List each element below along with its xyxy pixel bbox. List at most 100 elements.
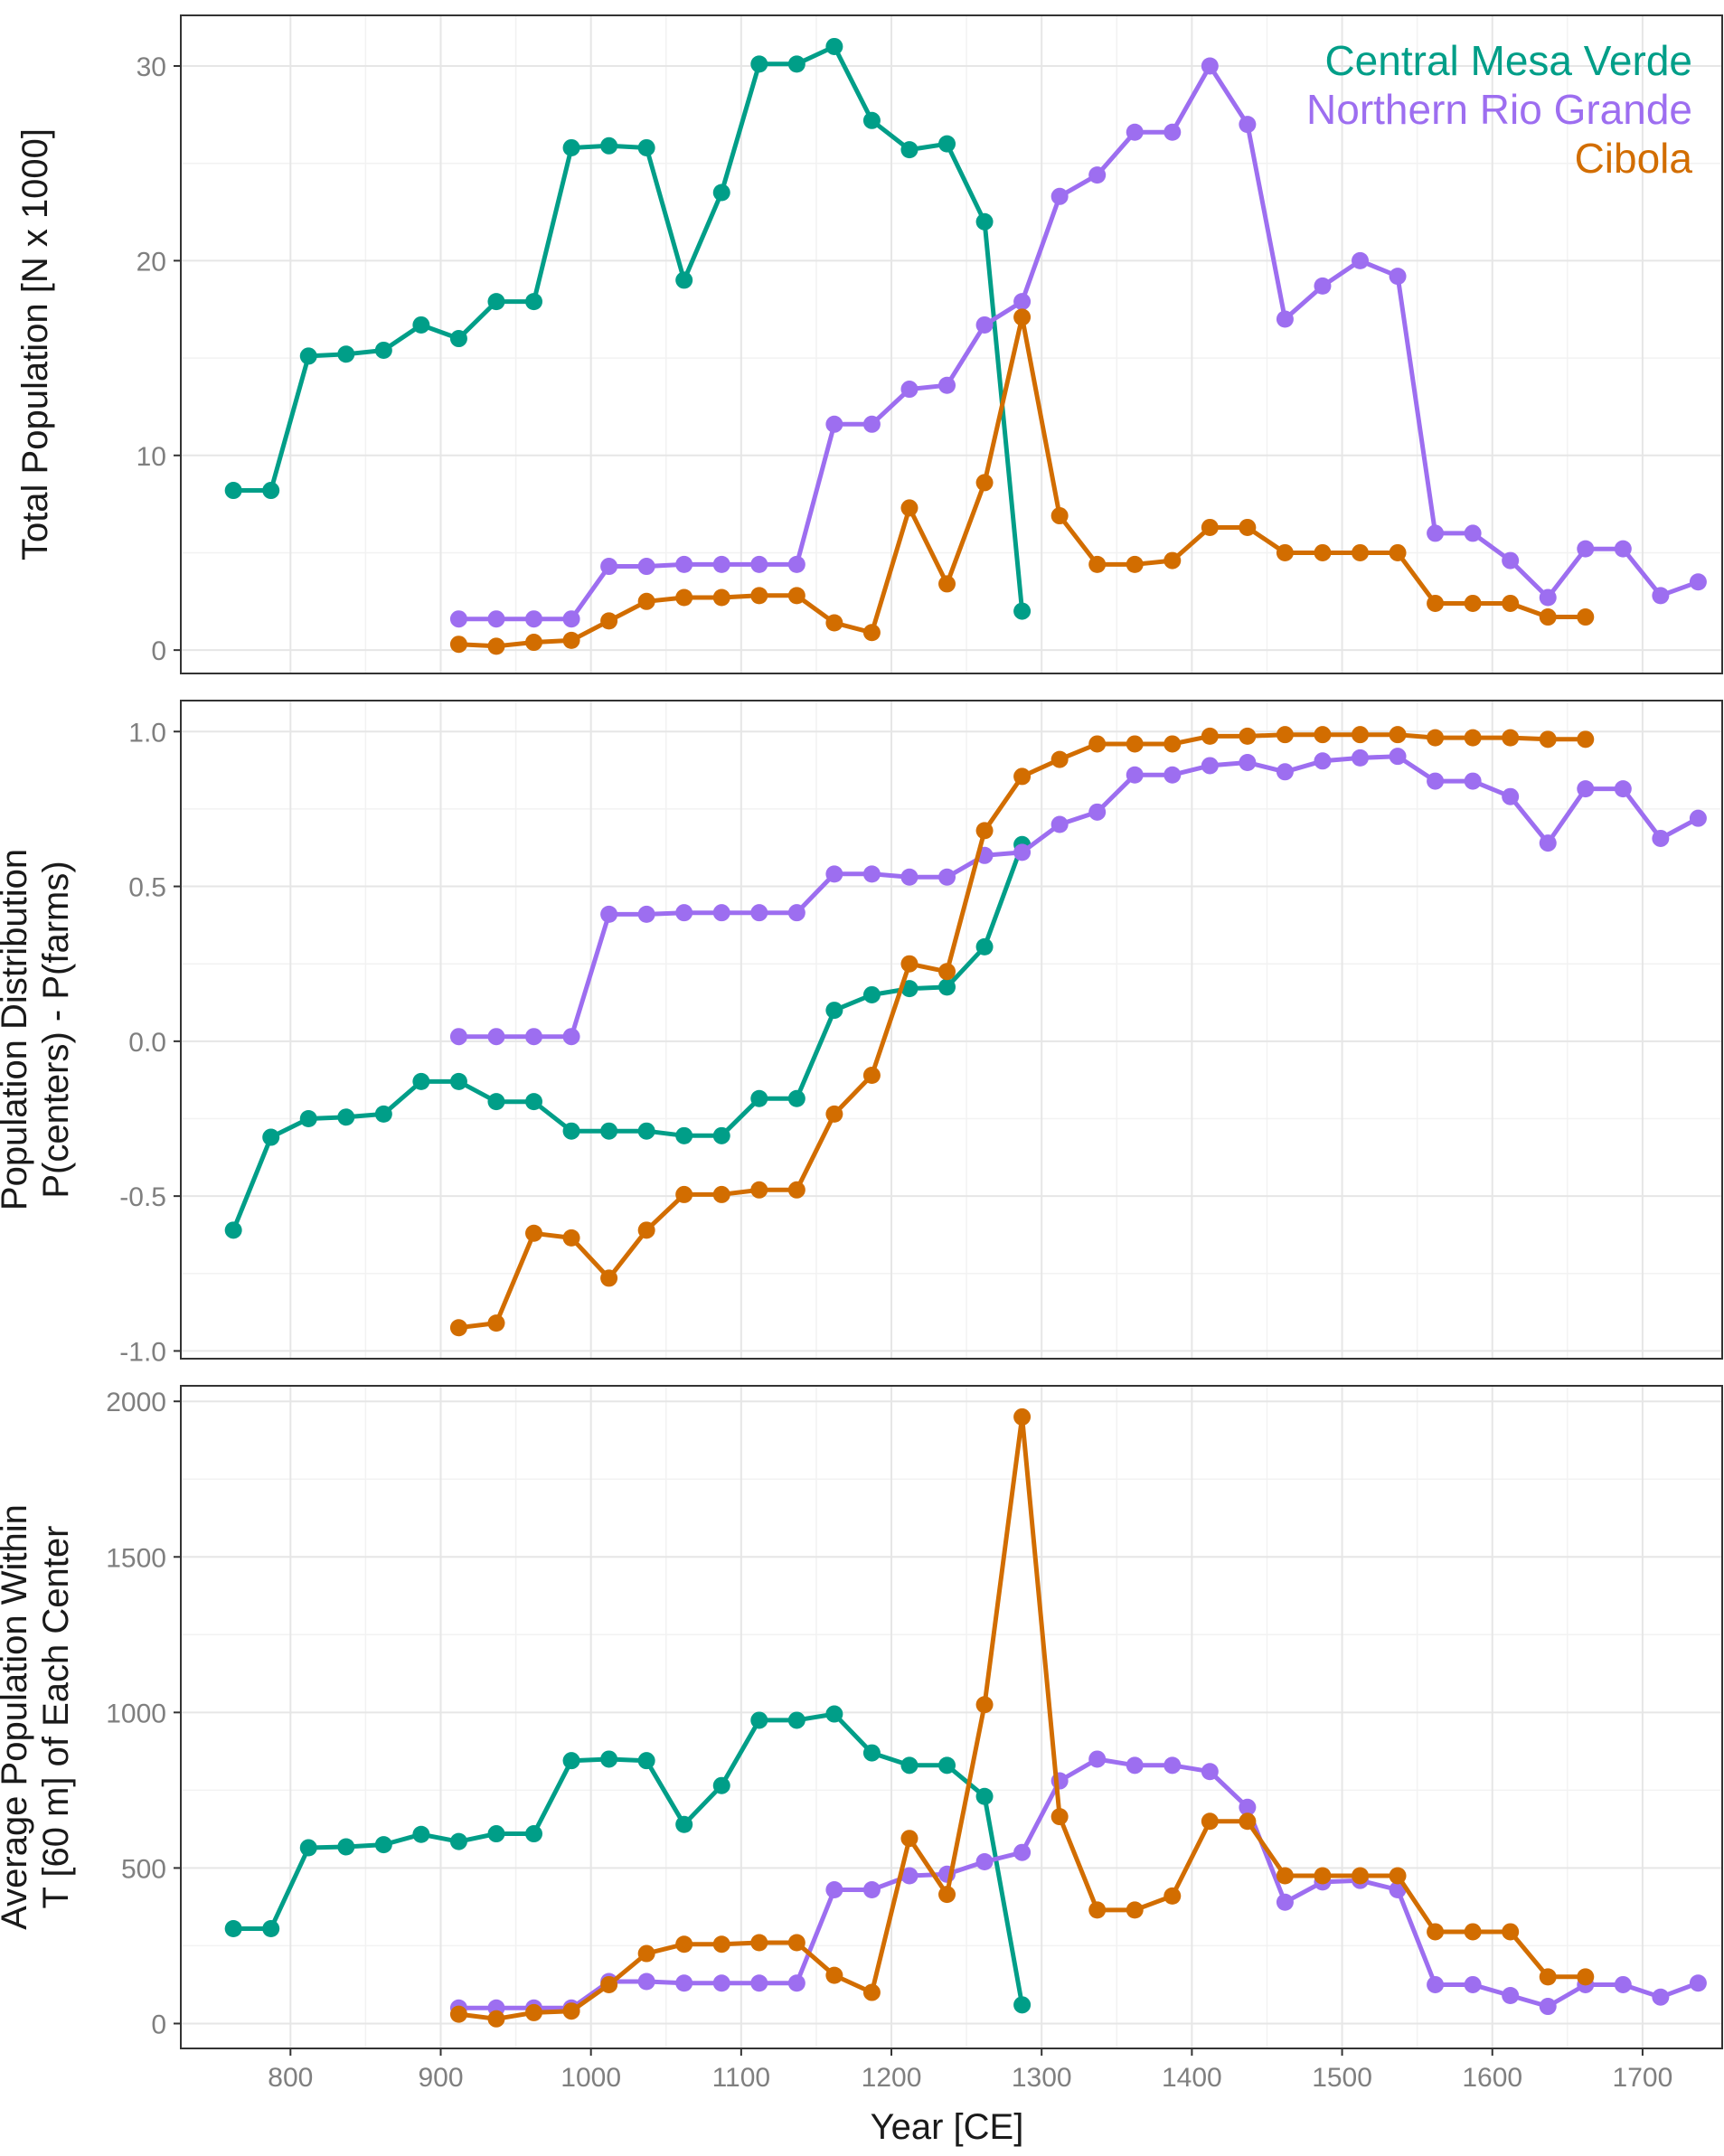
data-point-northern-rio-grande — [1314, 277, 1332, 295]
x-tick-label: 1100 — [712, 2063, 771, 2093]
data-point-cibola — [1239, 727, 1257, 745]
data-point-northern-rio-grande — [900, 1867, 919, 1885]
data-point-cibola — [1163, 551, 1182, 570]
data-point-northern-rio-grande — [562, 610, 580, 628]
data-point-central-mesa-verde — [750, 1711, 768, 1729]
data-point-northern-rio-grande — [1050, 815, 1069, 833]
data-point-cibola — [1464, 1923, 1482, 1941]
y-tick-label: 1500 — [106, 1543, 166, 1573]
x-axis-title: Year [CE] — [871, 2107, 1024, 2147]
data-point-central-mesa-verde — [900, 980, 919, 998]
data-point-central-mesa-verde — [449, 1832, 467, 1850]
data-point-central-mesa-verde — [675, 1815, 693, 1833]
x-tick-label: 1700 — [1613, 2063, 1673, 2093]
data-point-central-mesa-verde — [787, 1711, 805, 1729]
data-point-central-mesa-verde — [862, 1744, 881, 1762]
data-point-central-mesa-verde — [562, 1752, 580, 1770]
data-point-northern-rio-grande — [1652, 587, 1670, 605]
data-point-cibola — [637, 592, 655, 610]
data-point-central-mesa-verde — [825, 1705, 843, 1723]
data-point-central-mesa-verde — [1013, 1996, 1032, 2014]
data-point-northern-rio-grande — [1276, 1893, 1294, 1911]
x-tick-label: 1600 — [1462, 2063, 1522, 2093]
data-point-cibola — [525, 634, 543, 652]
y-tick-label: -0.5 — [119, 1182, 166, 1212]
data-point-cibola — [975, 474, 994, 492]
x-tick-label: 1200 — [862, 2063, 922, 2093]
data-point-cibola — [1088, 1901, 1107, 1919]
data-point-northern-rio-grande — [525, 610, 543, 628]
data-point-northern-rio-grande — [1088, 803, 1107, 821]
data-point-cibola — [1126, 1901, 1144, 1919]
data-point-cibola — [1427, 594, 1445, 612]
series-line-northern-rio-grande — [456, 63, 1700, 622]
data-point-central-mesa-verde — [374, 341, 392, 359]
data-point-central-mesa-verde — [787, 55, 805, 73]
data-point-northern-rio-grande — [1276, 310, 1294, 328]
data-point-cibola — [637, 1221, 655, 1239]
data-point-cibola — [787, 587, 805, 605]
data-point-cibola — [1427, 1923, 1445, 1941]
data-point-central-mesa-verde — [712, 1776, 730, 1794]
data-point-northern-rio-grande — [525, 1028, 543, 1046]
data-point-northern-rio-grande — [449, 610, 467, 628]
data-point-central-mesa-verde — [487, 293, 505, 311]
data-point-central-mesa-verde — [487, 1825, 505, 1843]
data-point-northern-rio-grande — [1163, 1756, 1182, 1775]
data-point-cibola — [1314, 543, 1332, 561]
data-point-cibola — [1013, 1408, 1032, 1426]
data-point-northern-rio-grande — [1239, 754, 1257, 772]
data-point-cibola — [825, 1966, 843, 1984]
data-point-cibola — [1539, 608, 1557, 626]
data-point-northern-rio-grande — [900, 381, 919, 399]
data-point-northern-rio-grande — [975, 315, 994, 334]
x-tick-label: 1300 — [1012, 2063, 1072, 2093]
y-tick-label: 30 — [137, 52, 166, 82]
data-point-northern-rio-grande — [938, 376, 956, 394]
data-point-central-mesa-verde — [412, 1825, 430, 1843]
data-point-northern-rio-grande — [1201, 1763, 1219, 1781]
data-point-cibola — [1126, 735, 1144, 753]
data-point-northern-rio-grande — [1427, 524, 1445, 542]
data-point-northern-rio-grande — [938, 868, 956, 886]
data-point-cibola — [787, 1181, 805, 1199]
data-point-northern-rio-grande — [1389, 268, 1407, 286]
x-tick-label: 800 — [268, 2063, 313, 2093]
data-point-cibola — [938, 1886, 956, 1904]
data-point-central-mesa-verde — [600, 1122, 618, 1140]
data-point-northern-rio-grande — [1614, 780, 1632, 798]
y-tick-label: 0 — [151, 636, 166, 666]
data-point-central-mesa-verde — [712, 184, 730, 202]
data-point-central-mesa-verde — [449, 1072, 467, 1090]
data-point-cibola — [1088, 735, 1107, 753]
y-axis-title: T [60 m] of Each Center — [36, 1526, 76, 1909]
data-point-cibola — [1389, 726, 1407, 744]
x-tick-label: 900 — [418, 2063, 463, 2093]
data-point-cibola — [1352, 726, 1370, 744]
data-point-northern-rio-grande — [1088, 1750, 1107, 1768]
data-point-northern-rio-grande — [675, 904, 693, 922]
data-point-northern-rio-grande — [750, 1974, 768, 1992]
legend-entry-cibola: Cibola — [1575, 135, 1693, 182]
data-point-central-mesa-verde — [787, 1089, 805, 1107]
data-point-central-mesa-verde — [525, 1825, 543, 1843]
data-point-northern-rio-grande — [637, 905, 655, 923]
data-point-central-mesa-verde — [1013, 602, 1032, 620]
data-point-cibola — [449, 2005, 467, 2023]
data-point-central-mesa-verde — [862, 111, 881, 129]
data-point-northern-rio-grande — [637, 1972, 655, 1991]
data-point-cibola — [1539, 1968, 1557, 1986]
data-point-central-mesa-verde — [938, 1756, 956, 1775]
data-point-cibola — [938, 963, 956, 981]
data-point-northern-rio-grande — [787, 904, 805, 922]
data-point-cibola — [1577, 608, 1595, 626]
data-point-central-mesa-verde — [862, 985, 881, 1003]
y-tick-label: 20 — [137, 247, 166, 277]
data-point-cibola — [750, 1934, 768, 1952]
data-point-northern-rio-grande — [712, 555, 730, 573]
data-point-cibola — [1013, 308, 1032, 326]
data-point-cibola — [862, 1983, 881, 2001]
data-point-northern-rio-grande — [750, 904, 768, 922]
data-point-northern-rio-grande — [900, 868, 919, 886]
